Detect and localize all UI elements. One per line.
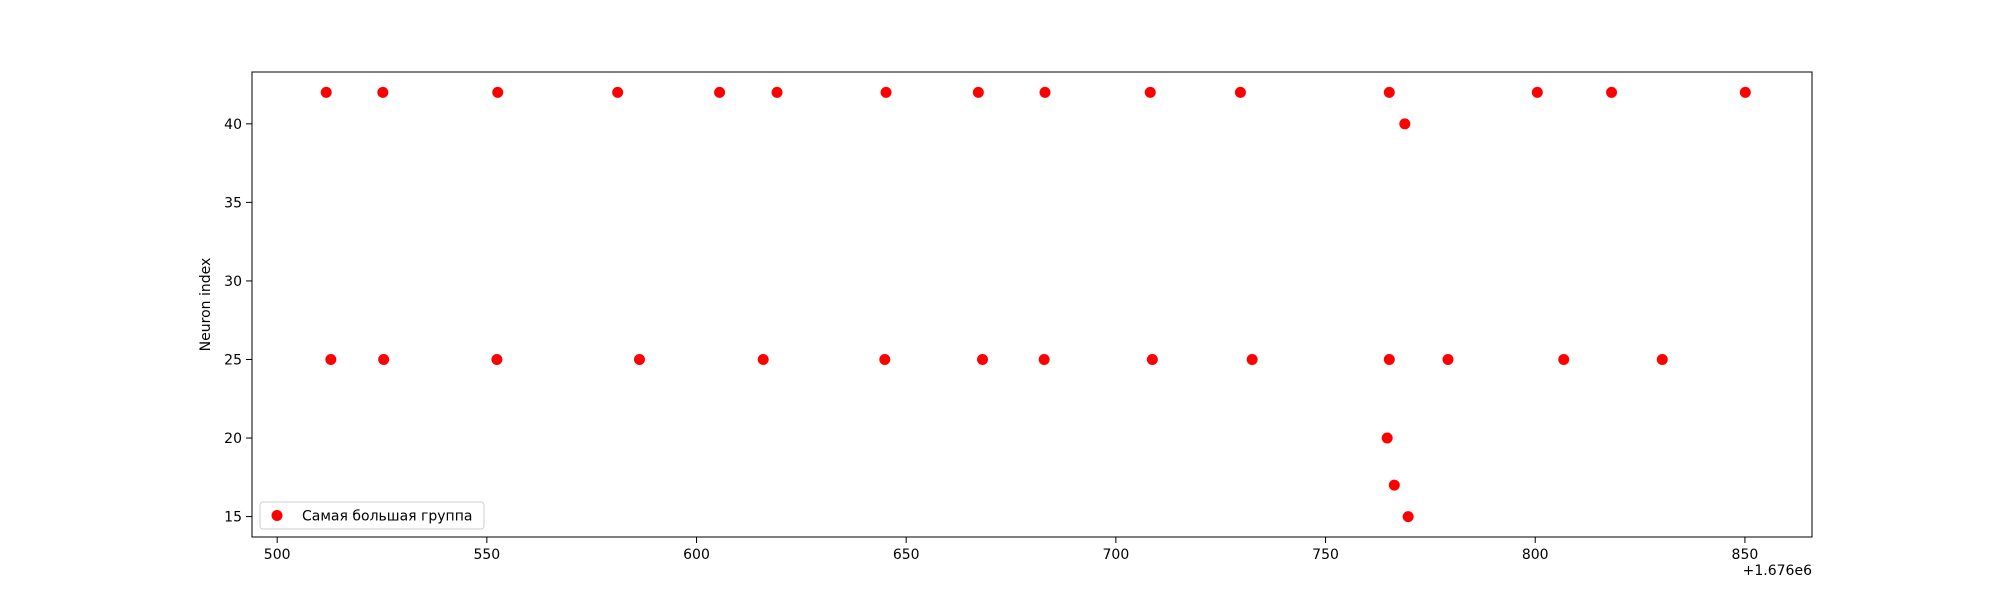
data-point [612,86,624,98]
x-tick-label: 650 [893,547,920,563]
data-point [633,353,645,365]
data-point [1388,479,1400,491]
data-point [1038,353,1050,365]
data-point [1531,86,1543,98]
y-tick-label: 30 [224,274,242,290]
data-point [1381,432,1393,444]
legend-box [259,501,485,530]
y-tick-label: 35 [224,195,242,211]
x-tick-label: 850 [1732,547,1759,563]
y-axis-label: Neuron index [198,258,214,352]
data-point [757,353,769,365]
data-point [771,86,783,98]
data-point [1234,86,1246,98]
x-tick-label: 550 [473,547,500,563]
data-point [1383,353,1395,365]
legend-entry-label: Самая большая группа [302,509,472,525]
data-point [880,86,892,98]
x-tick-label: 600 [683,547,710,563]
y-axis: 15 20 25 30 35 40 [224,117,252,526]
data-point [325,353,337,365]
x-tick-label: 500 [264,547,291,563]
data-point [1146,353,1158,365]
data-point [1039,86,1051,98]
data-point [1442,353,1454,365]
plot-frame [251,71,1813,538]
data-point [1739,86,1751,98]
data-point [1144,86,1156,98]
legend: Самая большая группа [259,501,485,530]
data-point [378,353,390,365]
data-point [1656,353,1668,365]
legend-marker [271,510,283,521]
x-tick-label: 750 [1312,547,1339,563]
x-axis: 500 550 600 650 700 750 800 850 [264,537,1758,563]
data-point [879,353,891,365]
y-tick-label: 15 [224,510,242,526]
data-point [714,86,726,98]
x-axis-offset-label: +1.676e6 [1743,563,1812,579]
data-point [377,86,389,98]
data-point [1246,353,1258,365]
x-tick-label: 800 [1522,547,1549,563]
points-layer [320,86,1751,523]
data-point [1402,511,1414,523]
y-tick-label: 20 [224,431,242,447]
y-tick-label: 25 [224,352,242,368]
data-point [1399,118,1411,130]
data-point [1558,353,1570,365]
data-point [491,353,503,365]
data-point [320,86,332,98]
data-point [972,86,984,98]
data-point [1606,86,1618,98]
data-point [492,86,504,98]
data-point [1383,86,1395,98]
x-tick-label: 700 [1103,547,1130,563]
y-tick-label: 40 [224,117,242,133]
data-point [977,353,989,365]
